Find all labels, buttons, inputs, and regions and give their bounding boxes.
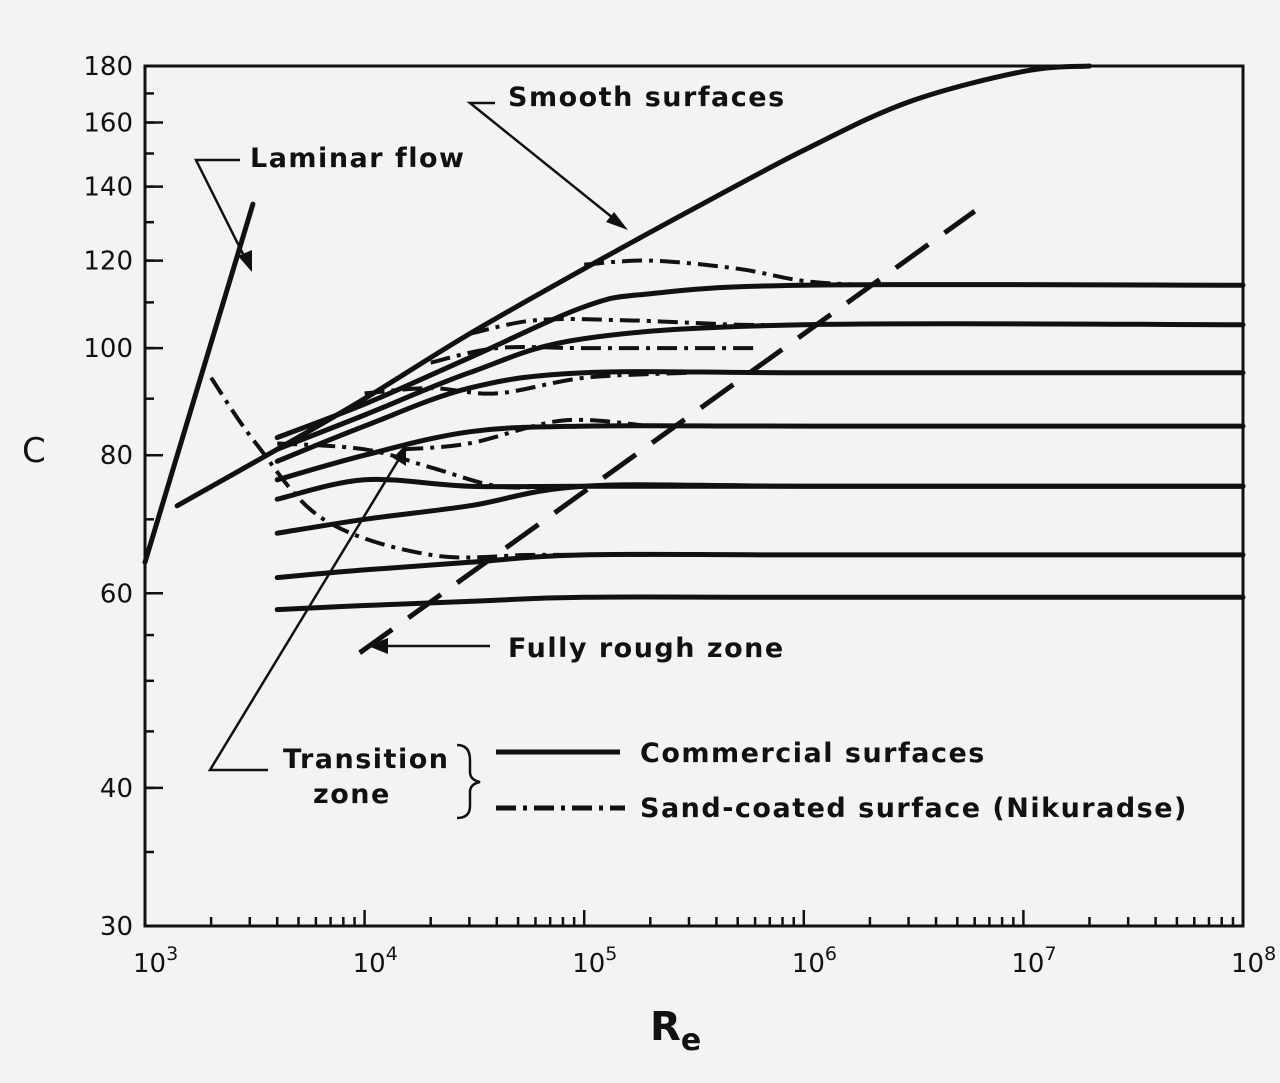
y-tick-label: 120 — [83, 247, 133, 277]
rough-arrowhead — [368, 638, 388, 654]
chart-text: Smooth surfaces Laminar flow Fully rough… — [22, 82, 1188, 1058]
series-line-2 — [274, 282, 1246, 441]
x-tick-label: 104 — [353, 943, 398, 979]
series-line-14 — [364, 370, 690, 396]
series-line-4 — [274, 369, 1246, 464]
x-axis-title-subscript: e — [681, 1023, 701, 1058]
series-line-9 — [274, 594, 1246, 613]
y-tick-label: 60 — [100, 579, 133, 609]
laminar-leader-line — [193, 158, 249, 263]
legend-brace — [456, 743, 481, 820]
x-tick-label: 103 — [133, 943, 178, 979]
x-tick-label: 105 — [572, 943, 617, 979]
x-tick-exponent: 4 — [386, 943, 398, 965]
series-line-17 — [584, 258, 871, 288]
y-tick-label: 40 — [100, 774, 133, 804]
legend-label-sand: Sand-coated surface (Nikuradse) — [640, 793, 1188, 824]
x-tick-label: 108 — [1231, 943, 1276, 979]
y-tick-label: 180 — [83, 52, 133, 82]
x-tick-exponent: 3 — [166, 943, 178, 965]
x-tick-base: 10 — [792, 949, 825, 979]
curves — [142, 63, 1246, 655]
smooth-leader-line — [466, 101, 619, 223]
smooth-arrowhead — [606, 212, 628, 230]
annotation-smooth-surfaces: Smooth surfaces — [508, 82, 786, 113]
annotation-zone: zone — [313, 779, 391, 810]
x-tick-base: 10 — [1231, 949, 1264, 979]
x-tick-label: 106 — [792, 943, 837, 979]
transition-leader-line — [207, 453, 404, 772]
axes: 103 104 105 106 107 1083040608010012014016018… — [83, 52, 1276, 979]
series-line-0 — [142, 201, 256, 565]
y-tick-label: 30 — [100, 912, 133, 942]
transition-arrowhead — [393, 444, 406, 466]
x-tick-exponent: 8 — [1264, 943, 1276, 965]
x-tick-base: 10 — [353, 949, 386, 979]
annotation-fully-rough-zone: Fully rough zone — [508, 633, 785, 664]
series-line-6 — [274, 476, 1246, 502]
series-line-12 — [277, 441, 551, 490]
series-line-10 — [358, 209, 977, 655]
y-axis-title: C — [22, 431, 46, 471]
x-tick-base: 10 — [572, 949, 605, 979]
series-line-8 — [274, 551, 1246, 581]
x-tick-exponent: 7 — [1044, 943, 1056, 965]
series-line-7 — [274, 482, 1246, 536]
laminar-arrowhead — [238, 250, 252, 272]
x-tick-label: 107 — [1011, 943, 1056, 979]
annotation-transition: Transition — [283, 744, 449, 775]
x-tick-base: 10 — [133, 949, 166, 979]
series-line-1 — [174, 63, 1092, 509]
x-tick-base: 10 — [1011, 949, 1044, 979]
series-line-13 — [403, 417, 651, 452]
x-axis-title-main: R — [650, 1004, 681, 1050]
legend-label-commercial: Commercial surfaces — [640, 738, 986, 769]
series-line-5 — [274, 423, 1246, 483]
y-tick-label: 100 — [83, 334, 133, 364]
x-tick-exponent: 6 — [825, 943, 837, 965]
x-tick-exponent: 5 — [605, 943, 617, 965]
series-line-15 — [430, 345, 756, 365]
y-tick-label: 80 — [100, 441, 133, 471]
series-line-3 — [274, 321, 1246, 452]
series-line-11 — [209, 376, 651, 560]
annotation-arrows — [193, 101, 628, 820]
series-line-16 — [468, 316, 804, 336]
plot-frame — [143, 64, 1245, 928]
x-axis-title: Re — [650, 1004, 701, 1058]
y-tick-label: 160 — [83, 109, 133, 139]
y-tick-label: 140 — [83, 173, 133, 203]
annotation-laminar-flow: Laminar flow — [250, 143, 465, 174]
